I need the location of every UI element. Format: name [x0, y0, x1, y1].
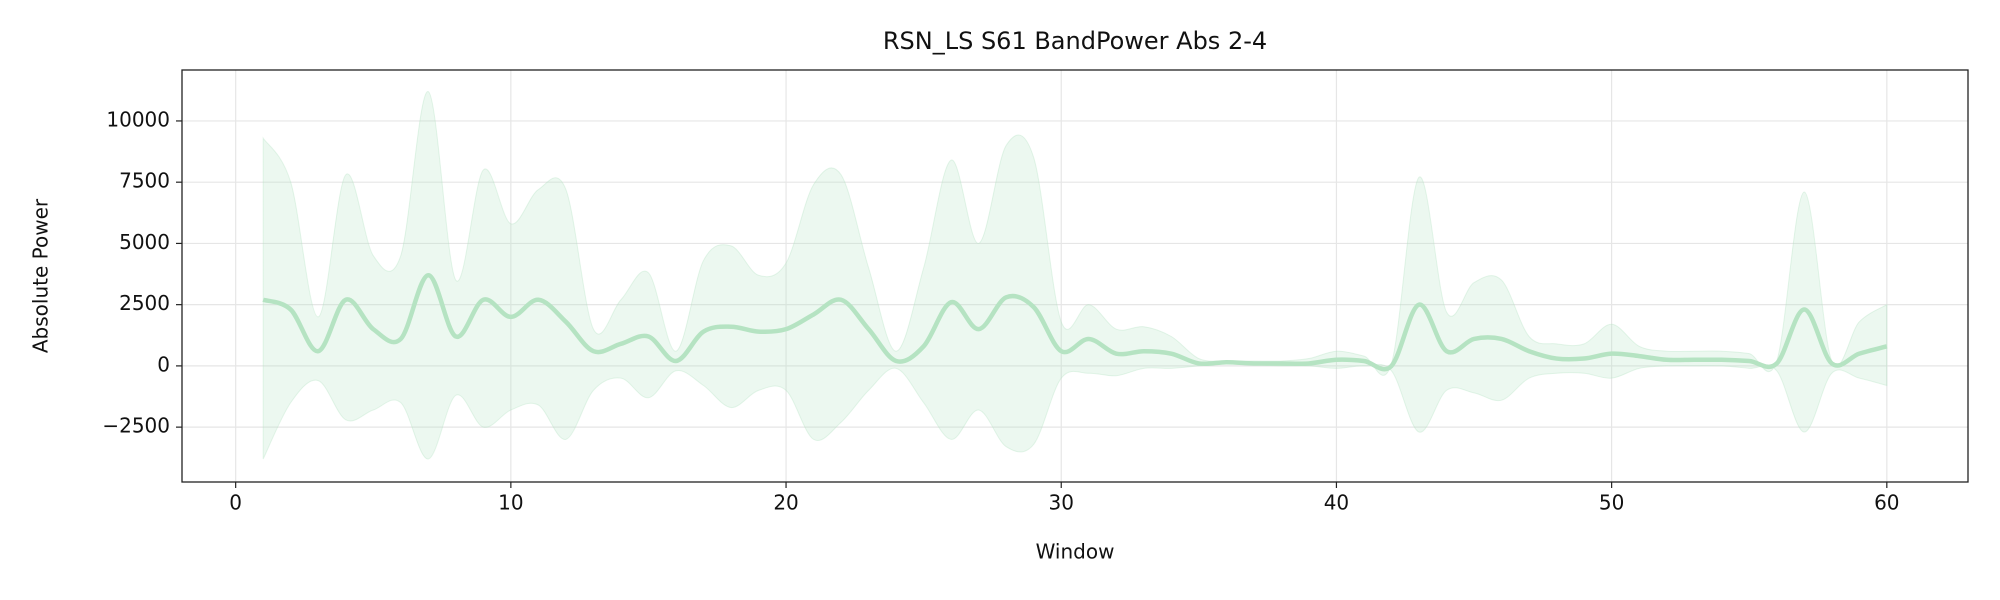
mean-line: [262, 273, 1888, 372]
x-tick-label: 50: [1599, 491, 1624, 515]
y-tick-label: −2500: [102, 414, 170, 438]
x-tick-label: 20: [773, 491, 798, 515]
y-tick-label: 0: [157, 352, 170, 376]
x-tick-label: 40: [1324, 491, 1349, 515]
x-axis-label: Window: [1036, 540, 1115, 564]
y-tick-label: 5000: [119, 230, 170, 254]
plot-frame: [181, 69, 1969, 483]
x-tick-label: 0: [229, 491, 242, 515]
chart-title: RSN_LS S61 BandPower Abs 2-4: [883, 27, 1267, 55]
y-axis-label: Absolute Power: [29, 198, 53, 353]
y-tick-label: 10000: [106, 107, 170, 131]
y-tick-label: 7500: [119, 169, 170, 193]
x-tick-label: 30: [1049, 491, 1074, 515]
band: [262, 91, 1888, 460]
y-tick-label: 2500: [119, 291, 170, 315]
x-tick-label: 10: [498, 491, 523, 515]
x-tick-label: 60: [1874, 491, 1899, 515]
